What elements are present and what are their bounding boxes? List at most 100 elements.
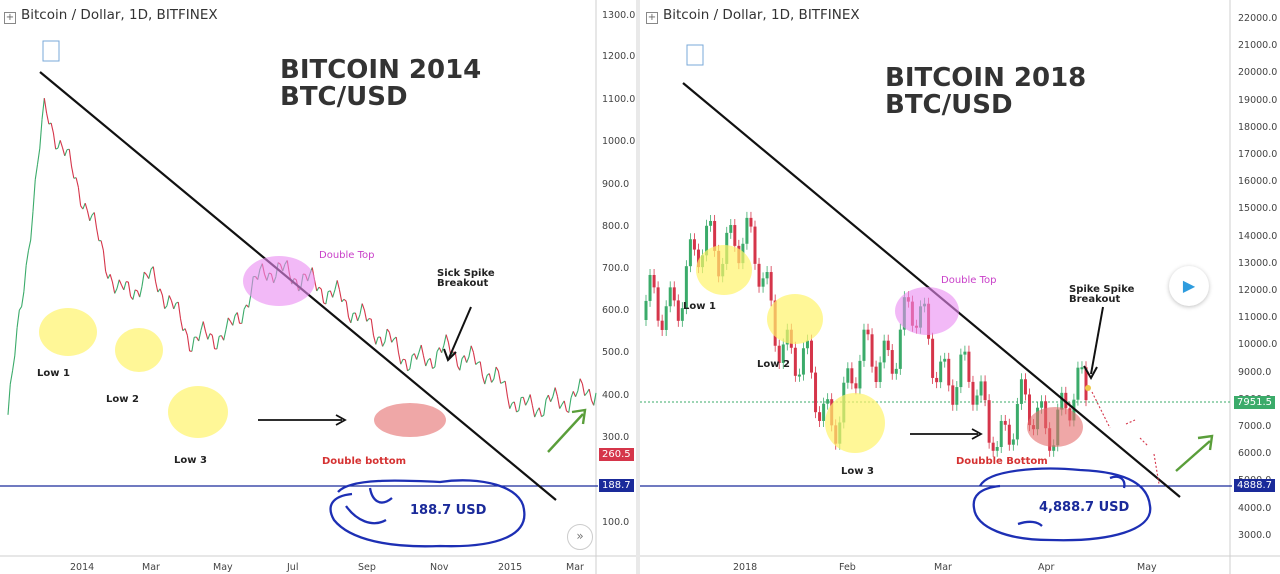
candle-body [979, 381, 983, 396]
candle-body [987, 400, 991, 443]
candle-body [1007, 424, 1011, 445]
chart-header[interactable]: + Bitcoin / Dollar, 1D, BITFINEX [4, 7, 218, 24]
candle-body [1019, 379, 1023, 404]
price-segment [509, 403, 513, 409]
y-tick-label: 15000.0 [1238, 203, 1278, 215]
candle-body [882, 340, 886, 363]
double-bottom-label: Double bottom [322, 456, 407, 467]
candle-body [664, 306, 668, 330]
spike-marker [1085, 385, 1091, 391]
price-segment [531, 405, 536, 418]
price-segment [134, 289, 138, 292]
price-segment [332, 289, 336, 298]
double-top-label: Double Top [319, 250, 375, 261]
price-segment [36, 148, 41, 165]
candle-body [705, 225, 709, 256]
candle-body [862, 329, 866, 361]
price-segment [343, 298, 347, 302]
price-segment [107, 274, 111, 279]
price-segment [361, 303, 365, 311]
expand-icon[interactable]: + [646, 12, 658, 24]
y-tick-label: 300.0 [602, 432, 630, 443]
scroll-right-button[interactable]: » [567, 524, 593, 550]
price-segment [366, 318, 370, 322]
low3-highlight [825, 393, 885, 453]
price-segment [575, 390, 579, 397]
price-segment [159, 288, 163, 296]
price-segment [422, 355, 427, 367]
price-segment [368, 318, 372, 320]
candle-body [898, 329, 902, 369]
price-segment [468, 345, 472, 358]
candle-body [680, 308, 684, 321]
price-segment [363, 310, 368, 322]
candle-body [951, 385, 955, 405]
price-segment [11, 355, 16, 371]
price-segment [518, 397, 522, 411]
candle-body [713, 220, 717, 251]
price-segment [445, 334, 449, 343]
pointer-arrow-head [971, 428, 983, 440]
candle-body [709, 220, 713, 226]
expand-icon[interactable]: + [4, 12, 16, 24]
candle-body [878, 362, 882, 383]
price-segment [139, 286, 143, 298]
price-segment [386, 328, 390, 333]
price-segment [348, 317, 352, 324]
price-segment [568, 397, 572, 413]
chart-panel-2014: + Bitcoin / Dollar, 1D, BITFINEX BITCOIN … [0, 0, 636, 574]
price-segment [9, 370, 14, 385]
price-segment [475, 362, 479, 365]
x-tick-label: Jul [287, 562, 299, 573]
price-segment [148, 269, 152, 279]
last-price-tag: 7951.5 [1234, 396, 1275, 409]
price-segment [463, 355, 468, 363]
price-segment [559, 404, 563, 409]
y-tick-label: 700.0 [602, 263, 630, 274]
price-segment [102, 250, 107, 272]
candle-body [1072, 399, 1076, 421]
y-tick-label: 800.0 [602, 221, 630, 232]
price-segment [177, 302, 182, 319]
support-price-tag: 188.7 [599, 479, 634, 492]
price-segment [441, 344, 445, 353]
candle-body [1027, 394, 1031, 426]
price-segment [77, 187, 82, 206]
price-segment [529, 394, 533, 406]
candle-body [866, 329, 870, 335]
price-segment [155, 281, 159, 293]
green-up-arrow-head [571, 408, 587, 425]
candle-body [975, 395, 979, 405]
price-segment [50, 122, 54, 134]
play-icon: ▶ [1182, 276, 1196, 295]
candle-body [995, 446, 999, 451]
candle-body [959, 354, 963, 388]
x-tick-label: 2014 [70, 562, 95, 573]
price-segment [43, 98, 48, 114]
candle-body [1076, 367, 1080, 400]
price-segment [64, 149, 68, 157]
x-tick-label: Sep [358, 562, 376, 573]
price-segment [30, 211, 34, 241]
y-tick-label: 22000.0 [1238, 13, 1278, 24]
y-tick-label: 12000.0 [1238, 285, 1278, 296]
candle-body [1011, 439, 1015, 445]
price-segment [61, 147, 66, 157]
candle-body [1052, 445, 1056, 451]
y-tick-label: 14000.0 [1238, 230, 1278, 242]
chart-2014-svg [0, 0, 636, 574]
price-segment [379, 336, 384, 347]
price-segment [556, 396, 561, 409]
price-segment [470, 345, 474, 353]
y-tick-label: 100.0 [602, 517, 630, 528]
chart-header[interactable]: + Bitcoin / Dollar, 1D, BITFINEX [646, 7, 860, 24]
price-segment [39, 119, 43, 149]
price-segment [400, 359, 404, 365]
y-tick-label: 600.0 [602, 305, 630, 316]
candle-body [692, 239, 696, 250]
price-segment [164, 305, 168, 309]
play-button[interactable]: ▶ [1169, 266, 1209, 306]
price-segment [18, 306, 23, 311]
candle-body [991, 442, 995, 451]
candle-body [1023, 379, 1027, 395]
